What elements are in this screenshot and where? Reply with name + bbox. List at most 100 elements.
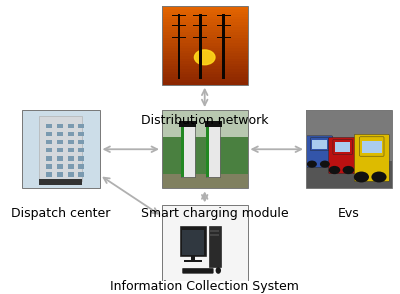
FancyBboxPatch shape bbox=[182, 268, 213, 273]
Bar bbox=[162, 77, 248, 80]
Bar bbox=[68, 164, 74, 168]
Bar bbox=[46, 124, 52, 128]
Bar bbox=[194, 15, 208, 16]
Bar bbox=[78, 140, 84, 144]
Bar bbox=[162, 51, 248, 54]
Bar bbox=[78, 156, 84, 161]
Bar bbox=[162, 30, 248, 32]
Bar bbox=[216, 15, 230, 16]
Bar bbox=[57, 124, 63, 128]
Bar bbox=[199, 14, 202, 78]
Bar bbox=[46, 172, 52, 177]
Text: Distribution network: Distribution network bbox=[141, 114, 268, 127]
FancyBboxPatch shape bbox=[306, 136, 333, 167]
Bar bbox=[162, 61, 248, 64]
Bar bbox=[162, 66, 248, 69]
FancyBboxPatch shape bbox=[360, 137, 384, 156]
FancyBboxPatch shape bbox=[329, 137, 357, 174]
Bar bbox=[216, 25, 230, 26]
Bar bbox=[162, 64, 248, 66]
Bar bbox=[182, 230, 204, 255]
Bar bbox=[68, 132, 74, 136]
Bar bbox=[191, 255, 195, 261]
Bar bbox=[180, 126, 184, 177]
Bar bbox=[162, 110, 248, 188]
Bar bbox=[78, 164, 84, 168]
Bar bbox=[68, 148, 74, 153]
Bar bbox=[39, 116, 82, 181]
Bar bbox=[162, 6, 248, 9]
Bar bbox=[162, 46, 248, 48]
Circle shape bbox=[343, 166, 354, 174]
Bar bbox=[222, 14, 225, 78]
Bar bbox=[162, 56, 248, 59]
Bar bbox=[162, 9, 248, 11]
Bar bbox=[312, 140, 327, 149]
Bar bbox=[46, 140, 52, 144]
Bar bbox=[306, 110, 392, 188]
Bar bbox=[162, 48, 248, 51]
Text: Smart charging module: Smart charging module bbox=[141, 207, 288, 220]
Circle shape bbox=[307, 161, 317, 168]
Bar bbox=[194, 25, 208, 26]
FancyBboxPatch shape bbox=[333, 139, 352, 154]
Bar bbox=[180, 126, 194, 177]
Bar bbox=[162, 205, 248, 284]
Bar bbox=[68, 140, 74, 144]
Bar bbox=[57, 172, 63, 177]
Bar bbox=[216, 37, 230, 38]
Bar bbox=[162, 6, 248, 85]
Bar bbox=[162, 38, 248, 40]
Bar bbox=[78, 124, 84, 128]
Bar bbox=[335, 142, 350, 152]
Bar bbox=[68, 172, 74, 177]
Bar bbox=[78, 132, 84, 136]
FancyBboxPatch shape bbox=[310, 138, 329, 151]
Text: Dispatch center: Dispatch center bbox=[11, 207, 110, 220]
Bar bbox=[210, 234, 220, 236]
Bar bbox=[162, 40, 248, 43]
Bar bbox=[362, 141, 382, 153]
Bar bbox=[57, 140, 63, 144]
Bar bbox=[68, 156, 74, 161]
Bar bbox=[205, 121, 222, 127]
Bar bbox=[162, 43, 248, 46]
Text: Information Collection System: Information Collection System bbox=[110, 280, 299, 293]
Bar bbox=[46, 132, 52, 136]
Bar bbox=[306, 110, 392, 188]
Bar bbox=[162, 72, 248, 74]
Bar bbox=[46, 164, 52, 168]
Bar bbox=[210, 230, 220, 232]
Bar bbox=[162, 174, 248, 188]
Bar bbox=[194, 37, 208, 38]
Bar bbox=[162, 74, 248, 77]
Bar bbox=[162, 17, 248, 19]
Ellipse shape bbox=[216, 267, 221, 274]
Circle shape bbox=[194, 50, 215, 65]
Bar bbox=[78, 172, 84, 177]
Bar bbox=[162, 35, 248, 38]
Bar bbox=[57, 156, 63, 161]
Bar bbox=[39, 179, 82, 185]
Bar bbox=[172, 25, 186, 26]
Circle shape bbox=[354, 171, 369, 183]
Bar bbox=[162, 22, 248, 25]
Bar bbox=[46, 148, 52, 153]
Bar bbox=[162, 110, 248, 188]
Bar bbox=[162, 54, 248, 56]
Bar bbox=[172, 37, 186, 38]
Bar bbox=[162, 205, 248, 284]
Bar bbox=[184, 260, 202, 262]
Circle shape bbox=[329, 166, 340, 174]
Bar bbox=[162, 110, 248, 138]
Bar bbox=[162, 11, 248, 14]
Bar bbox=[57, 164, 63, 168]
Bar bbox=[180, 226, 206, 256]
Circle shape bbox=[371, 171, 386, 183]
Bar bbox=[162, 80, 248, 82]
Bar bbox=[162, 69, 248, 72]
FancyBboxPatch shape bbox=[354, 134, 389, 181]
Text: Evs: Evs bbox=[338, 207, 360, 220]
Bar bbox=[162, 82, 248, 85]
Bar bbox=[22, 110, 100, 188]
